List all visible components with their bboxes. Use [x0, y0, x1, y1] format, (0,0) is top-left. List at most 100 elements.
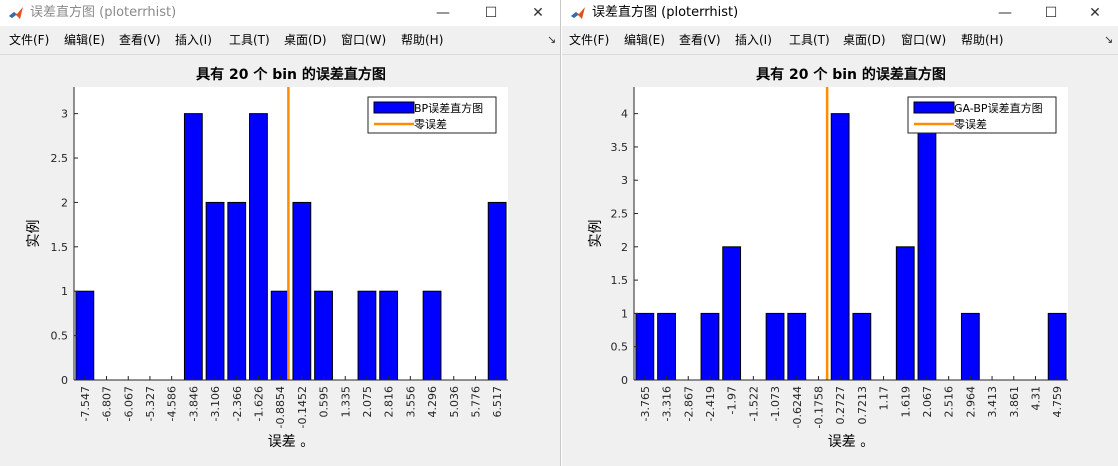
- x-tick-label: -6.067: [122, 386, 135, 421]
- legend-series-label: GA-BP误差直方图: [954, 101, 1043, 115]
- x-tick-label: -7.547: [79, 386, 92, 421]
- y-tick-label: 1: [61, 285, 68, 298]
- close-button[interactable]: ✕: [532, 5, 544, 21]
- y-tick-label: 2: [61, 196, 68, 209]
- x-tick-label: 3.556: [404, 386, 417, 418]
- bar: [75, 290, 95, 381]
- minimize-button[interactable]: —: [998, 5, 1012, 21]
- x-tick-label: -1.522: [747, 386, 760, 421]
- bar: [657, 312, 676, 381]
- x-tick-label: -1.073: [769, 386, 782, 421]
- bar: [960, 312, 980, 381]
- x-tick-label: 3.413: [986, 386, 999, 418]
- y-tick-label: 3.5: [611, 141, 629, 154]
- legend-zero-label: 零误差: [414, 117, 447, 131]
- menu-overflow-icon[interactable]: ↘: [1104, 33, 1114, 46]
- y-tick-label: 1: [621, 307, 628, 320]
- bar: [292, 201, 312, 381]
- x-tick-label: 2.816: [383, 386, 396, 418]
- matlab-app-icon: [571, 7, 585, 19]
- window-title: 误差直方图 (ploterrhist): [592, 5, 739, 20]
- x-tick-label: -4.586: [166, 386, 179, 421]
- maximize-button[interactable]: ☐: [1044, 5, 1058, 21]
- menu-help[interactable]: 帮助(H): [961, 33, 1004, 47]
- y-tick-label: 1.5: [611, 274, 629, 287]
- bar: [722, 246, 742, 381]
- menu-window[interactable]: 窗口(W): [901, 33, 947, 47]
- menu-file[interactable]: 文件(F): [9, 33, 50, 47]
- x-tick-label: -6.807: [101, 386, 114, 421]
- x-tick-label: 1.17: [878, 386, 891, 411]
- x-tick-label: -2.867: [682, 386, 695, 421]
- x-tick-label: -1.97: [726, 386, 739, 414]
- menu-edit[interactable]: 编辑(E): [64, 33, 105, 47]
- chart-title: 具有 20 个 bin 的误差直方图: [755, 66, 946, 83]
- bar: [830, 113, 850, 381]
- bar: [205, 201, 225, 381]
- window-title: 误差直方图 (ploterrhist): [30, 5, 177, 20]
- menu-overflow-icon[interactable]: ↘: [547, 33, 557, 46]
- figure-window-right: 误差直方图 (ploterrhist) — ☐ ✕ 文件(F) 编辑(E) 查看…: [562, 0, 1118, 466]
- title-bar[interactable]: 误差直方图 (ploterrhist) — ☐ ✕: [562, 0, 1118, 26]
- x-tick-label: -2.366: [231, 386, 244, 421]
- bar: [852, 312, 872, 381]
- x-tick-label: 3.861: [1008, 386, 1021, 418]
- bar: [917, 113, 937, 381]
- x-tick-label: 4.759: [1051, 386, 1064, 418]
- menu-edit[interactable]: 编辑(E): [624, 33, 665, 47]
- histogram-figure: 具有 20 个 bin 的误差直方图 0 0.5 1 1.5 2 2.5 3 3.5 4 -3.76…: [588, 66, 1068, 450]
- menu-view[interactable]: 查看(V): [119, 33, 161, 47]
- bar: [270, 290, 290, 381]
- close-button[interactable]: ✕: [1089, 5, 1101, 21]
- x-tick-label: -5.327: [144, 386, 157, 421]
- legend-zero-label: 零误差: [954, 117, 987, 131]
- x-tick-label: -3.765: [639, 386, 652, 421]
- x-tick-label: -3.846: [187, 386, 200, 421]
- bar: [635, 312, 655, 381]
- menu-tools[interactable]: 工具(T): [229, 33, 270, 47]
- x-axis-label: 误差 。: [828, 434, 874, 450]
- bar: [895, 246, 915, 381]
- bar: [314, 290, 333, 381]
- x-tick-label: -0.6244: [791, 386, 804, 428]
- legend-bar-swatch: [913, 101, 955, 114]
- x-tick-label: 2.964: [964, 386, 977, 418]
- y-tick-label: 2.5: [51, 152, 69, 165]
- x-tick-label: 4.31: [1029, 386, 1042, 411]
- y-tick-label: 4: [621, 108, 628, 121]
- bar: [765, 312, 785, 381]
- x-tick-label: -2.419: [704, 386, 717, 421]
- histogram-figure: 具有 20 个 bin 的误差直方图 0 0.5 1 1.5 2 2.5 3 -7.547 -6.…: [26, 66, 508, 450]
- title-bar[interactable]: 误差直方图 (ploterrhist) — ☐ ✕: [0, 0, 560, 26]
- menu-window[interactable]: 窗口(W): [341, 33, 387, 47]
- menu-bar: 文件(F) 编辑(E) 查看(V) 插入(I) 工具(T) 桌面(D) 窗口(W…: [562, 26, 1118, 55]
- menu-desktop[interactable]: 桌面(D): [843, 33, 886, 47]
- x-tick-label: 0.595: [318, 386, 331, 418]
- legend-series-label: BP误差直方图: [414, 101, 483, 115]
- x-tick-label: 2.516: [943, 386, 956, 418]
- menu-bar: 文件(F) 编辑(E) 查看(V) 插入(I) 工具(T) 桌面(D) 窗口(W…: [0, 26, 560, 55]
- menu-help[interactable]: 帮助(H): [401, 33, 444, 47]
- legend-bar-swatch: [373, 101, 415, 114]
- menu-tools[interactable]: 工具(T): [789, 33, 830, 47]
- menu-insert[interactable]: 插入(I): [735, 33, 772, 47]
- y-tick-label: 2: [621, 241, 628, 254]
- y-axis-label: 实例: [588, 220, 604, 248]
- menu-file[interactable]: 文件(F): [569, 33, 610, 47]
- menu-insert[interactable]: 插入(I): [175, 33, 212, 47]
- menu-desktop[interactable]: 桌面(D): [284, 33, 327, 47]
- minimize-button[interactable]: —: [436, 5, 450, 21]
- bar: [249, 113, 268, 381]
- menu-view[interactable]: 查看(V): [679, 33, 721, 47]
- bar: [1047, 312, 1067, 381]
- maximize-button[interactable]: ☐: [484, 5, 498, 21]
- bar: [422, 290, 442, 381]
- x-tick-label: 5.036: [448, 386, 461, 418]
- y-tick-label: 2.5: [611, 208, 629, 221]
- x-tick-label: 0.7213: [856, 386, 869, 425]
- x-tick-label: 2.067: [921, 386, 934, 418]
- bar: [183, 113, 203, 381]
- x-tick-label: -0.1758: [812, 386, 825, 428]
- bar: [227, 201, 247, 381]
- bar: [700, 312, 720, 381]
